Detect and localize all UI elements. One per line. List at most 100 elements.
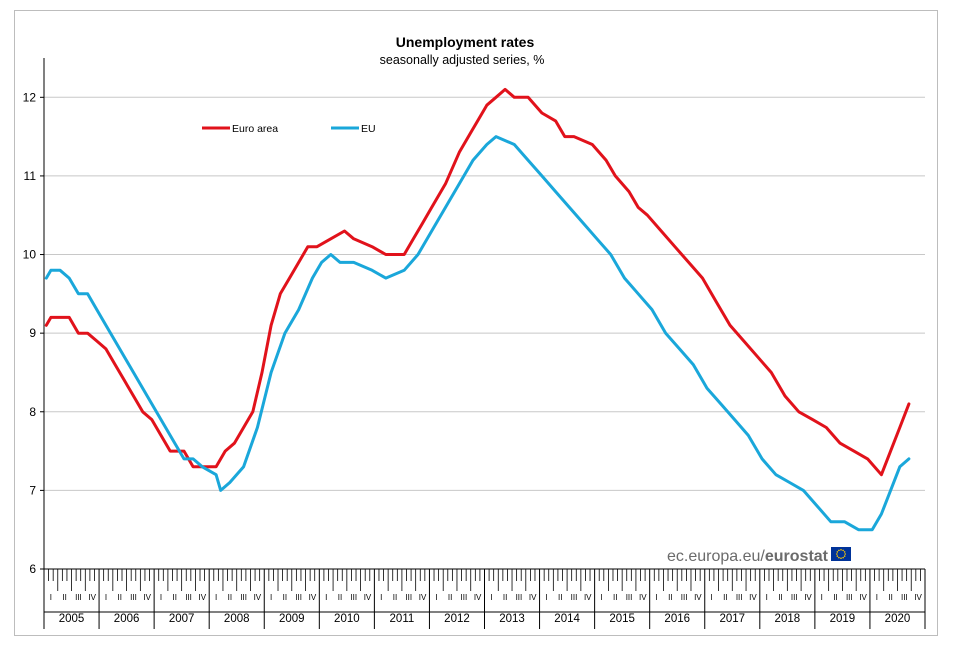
quarter-label: IV <box>859 593 867 602</box>
year-label: 2007 <box>169 613 195 625</box>
quarter-label: IV <box>639 593 647 602</box>
quarter-label: II <box>283 593 287 602</box>
flag-star <box>842 549 844 552</box>
quarter-label: II <box>62 593 66 602</box>
flag-star <box>838 549 840 552</box>
quarter-label: II <box>393 593 397 602</box>
quarter-label: II <box>613 593 617 602</box>
quarter-label: III <box>516 593 523 602</box>
quarter-label: II <box>668 593 672 602</box>
quarter-label: IV <box>584 593 592 602</box>
quarter-label: I <box>215 593 217 602</box>
year-label: 2016 <box>664 613 690 625</box>
quarter-label: IV <box>749 593 757 602</box>
quarter-label: III <box>185 593 192 602</box>
quarter-label: II <box>778 593 782 602</box>
quarter-label: II <box>558 593 562 602</box>
year-label: 2017 <box>719 613 745 625</box>
flag-star <box>838 556 840 559</box>
year-label: 2006 <box>114 613 140 625</box>
series-line-eu <box>44 135 911 532</box>
quarter-label: II <box>723 593 727 602</box>
year-label: 2018 <box>775 613 801 625</box>
quarter-label: I <box>821 593 823 602</box>
flag-star <box>842 556 844 559</box>
flag-star <box>840 557 842 559</box>
legend-label-euro-area: Euro area <box>232 123 278 135</box>
quarter-label: IV <box>419 593 427 602</box>
year-label: 2008 <box>224 613 250 625</box>
quarter-label: III <box>240 593 247 602</box>
quarter-label: III <box>846 593 853 602</box>
quarter-label: III <box>350 593 357 602</box>
flag-star <box>843 551 846 553</box>
quarter-label: I <box>600 593 602 602</box>
quarter-label: I <box>545 593 547 602</box>
year-label: 2010 <box>334 613 360 625</box>
quarter-label: II <box>117 593 121 602</box>
quarter-label: I <box>490 593 492 602</box>
quarter-label: IV <box>254 593 262 602</box>
quarter-label: I <box>160 593 162 602</box>
y-axis: 6 7 8 9 10 11 12 <box>23 58 45 576</box>
quarter-label: III <box>901 593 908 602</box>
year-label: 2019 <box>830 613 856 625</box>
y-tick-label: 11 <box>24 169 37 183</box>
grid-lines <box>44 96 925 491</box>
quarter-label: II <box>228 593 232 602</box>
y-tick-label: 12 <box>23 90 37 104</box>
quarter-label: I <box>50 593 52 602</box>
year-label: 2009 <box>279 613 305 625</box>
flag-star <box>844 553 846 555</box>
quarter-label: IV <box>914 593 922 602</box>
y-tick-label: 10 <box>23 248 37 262</box>
quarter-label: III <box>405 593 412 602</box>
quarter-label: IV <box>474 593 482 602</box>
year-label: 2012 <box>444 613 470 625</box>
quarter-label: IV <box>529 593 537 602</box>
series-lines <box>44 87 911 532</box>
year-label: 2014 <box>554 613 580 625</box>
quarter-label: I <box>711 593 713 602</box>
year-label: 2011 <box>390 613 415 625</box>
legend-label-eu: EU <box>361 123 376 135</box>
quarter-label: I <box>876 593 878 602</box>
quarter-label: II <box>338 593 342 602</box>
flag-star <box>836 551 839 553</box>
quarter-label: III <box>791 593 798 602</box>
quarter-label: I <box>766 593 768 602</box>
chart-title: Unemployment rates <box>396 34 535 50</box>
quarter-label: III <box>461 593 468 602</box>
flag-star <box>843 555 846 557</box>
quarter-label: IV <box>804 593 812 602</box>
year-label: 2020 <box>885 613 911 625</box>
flag-star <box>840 549 842 551</box>
quarter-label: III <box>736 593 743 602</box>
quarter-label: III <box>75 593 82 602</box>
source-credit: ec.europa.eu/eurostat <box>667 547 851 565</box>
flag-star <box>836 555 839 557</box>
y-tick-label: 8 <box>29 405 36 419</box>
quarter-label: I <box>325 593 327 602</box>
quarter-label: III <box>681 593 688 602</box>
legend: Euro area EU <box>202 123 376 135</box>
flag-star <box>836 553 838 555</box>
quarter-label: I <box>435 593 437 602</box>
quarter-label: III <box>626 593 633 602</box>
quarter-label: IV <box>199 593 207 602</box>
year-label: 2005 <box>59 613 85 625</box>
quarter-label: II <box>503 593 507 602</box>
y-tick-label: 6 <box>29 562 36 576</box>
chart-subtitle: seasonally adjusted series, % <box>380 53 545 67</box>
quarter-label: III <box>571 593 578 602</box>
quarter-label: IV <box>143 593 151 602</box>
quarter-label: I <box>105 593 107 602</box>
y-tick-label: 9 <box>29 326 36 340</box>
quarter-label: III <box>130 593 137 602</box>
eu-flag-icon <box>831 547 851 561</box>
quarter-label: IV <box>694 593 702 602</box>
quarter-label: III <box>295 593 302 602</box>
year-label: 2013 <box>499 613 525 625</box>
quarter-label: IV <box>309 593 317 602</box>
